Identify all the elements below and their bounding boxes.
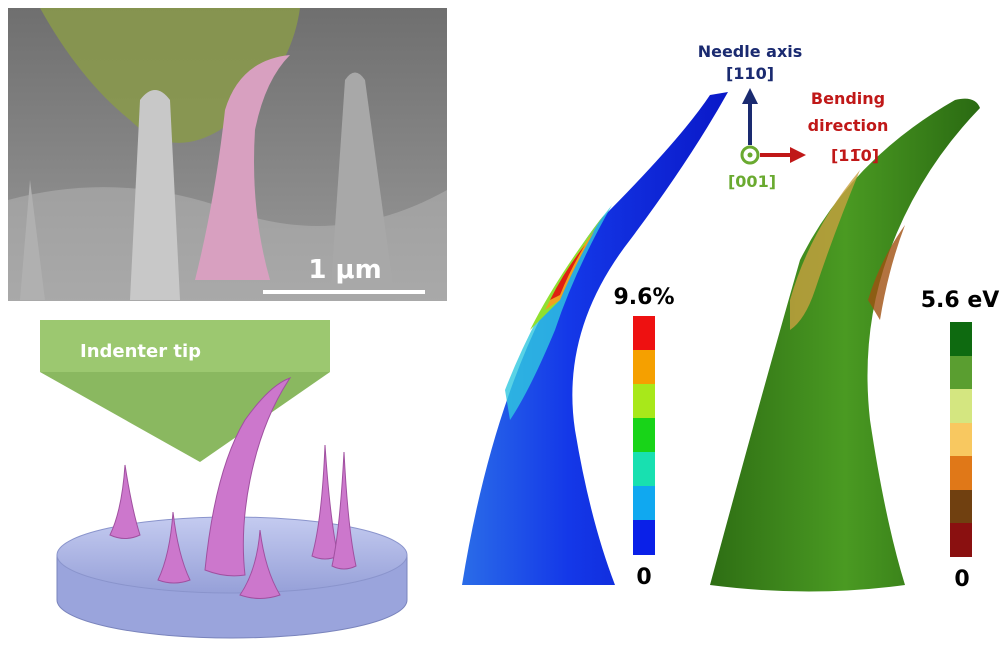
indenter-label: Indenter tip <box>80 341 201 362</box>
strain-max-label: 9.6% <box>613 285 674 310</box>
bending-name: Bending <box>811 89 885 108</box>
schematic: Indenter tip <box>40 320 408 639</box>
needle-axis-name: Needle axis <box>698 42 803 61</box>
normal-direction: [001] <box>728 172 776 191</box>
energy-min-label: 0 <box>954 567 969 592</box>
strain-colorbar <box>633 316 655 555</box>
energy-colorbar <box>950 322 972 557</box>
bending-name: direction <box>808 116 889 135</box>
energy-max-label: 5.6 eV <box>921 288 1000 313</box>
strain-map: 9.6% 0 <box>462 92 728 590</box>
scale-label: 1 μm <box>308 255 381 285</box>
strain-min-label: 0 <box>636 565 651 590</box>
axes-indicator: Needle axis [110] Bending direction [11̅… <box>698 42 889 191</box>
sem-image: 1 μm <box>8 8 447 301</box>
energy-map: 5.6 eV 0 <box>710 98 1000 592</box>
needle-axis-direction: [110] <box>726 64 774 83</box>
bending-direction: [11̅0] <box>831 146 879 165</box>
